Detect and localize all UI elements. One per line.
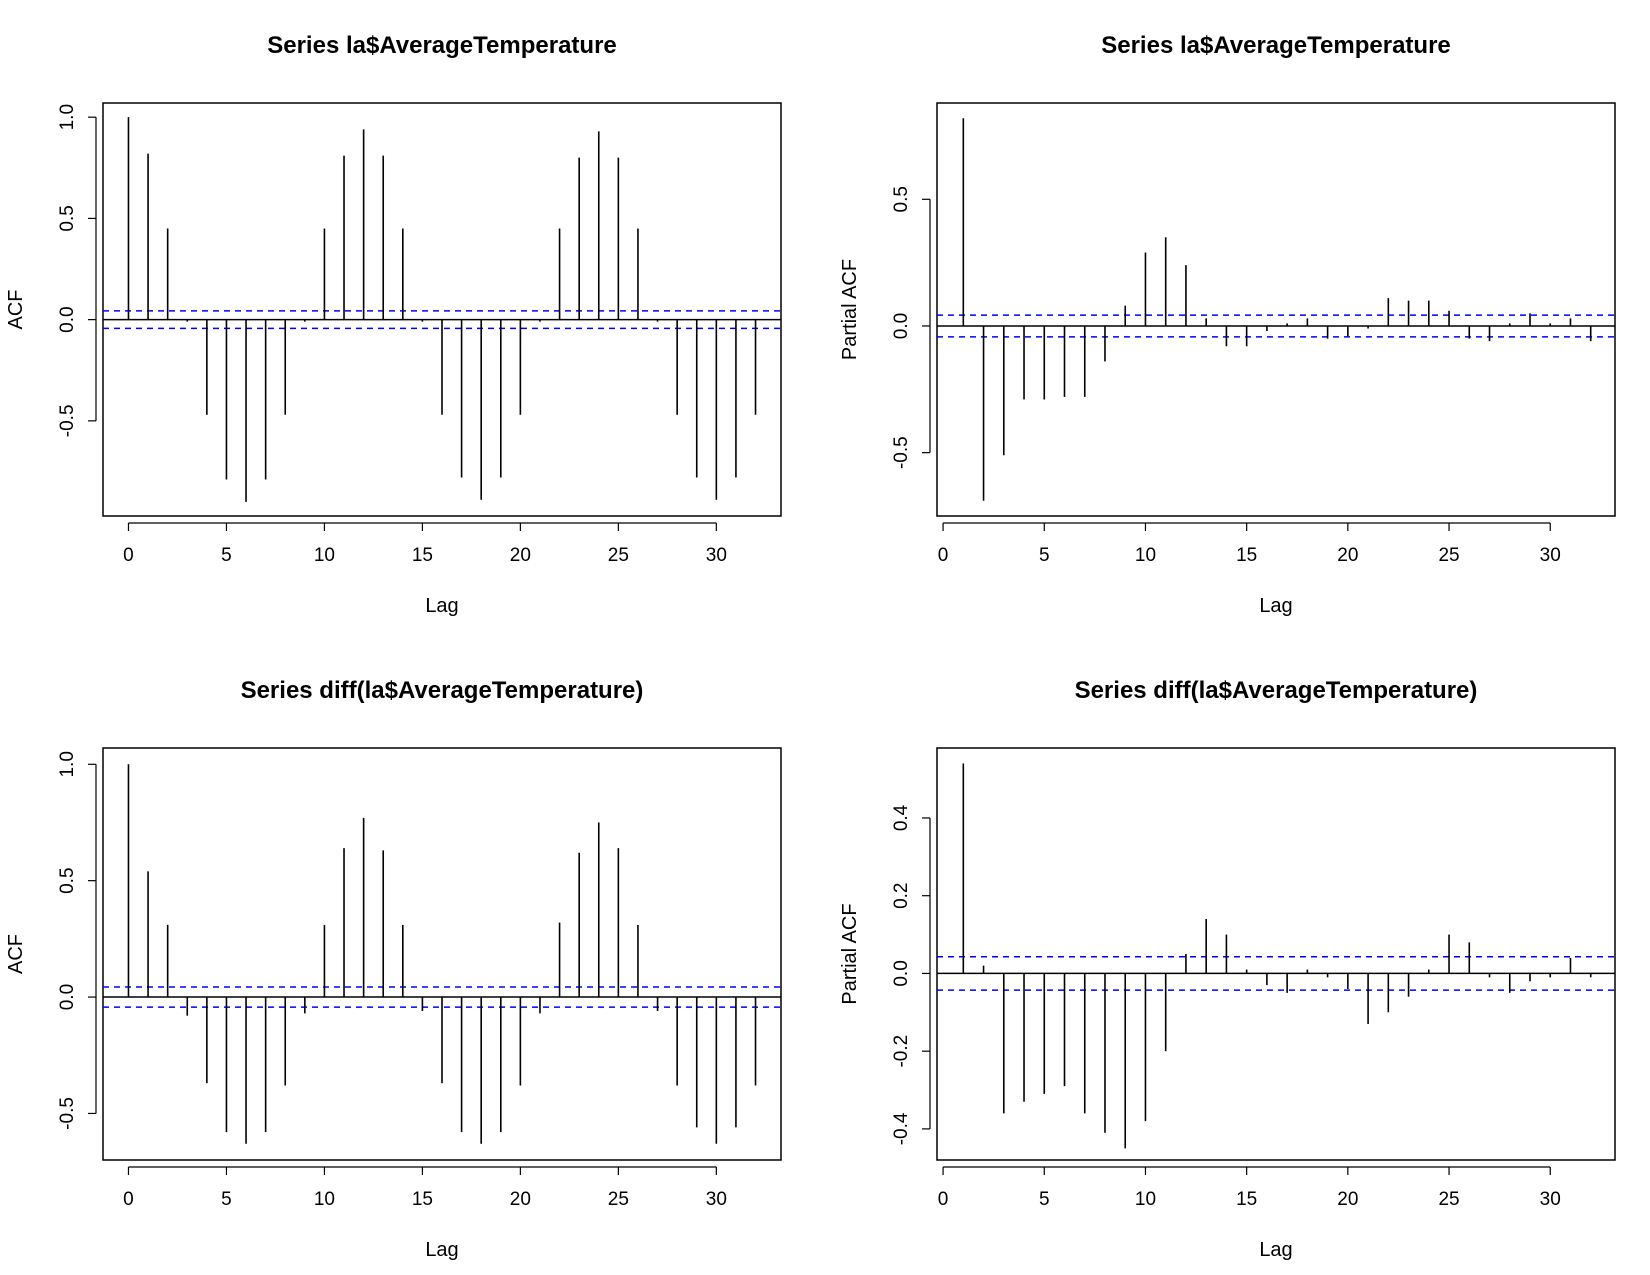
x-axis-label: Lag bbox=[1259, 595, 1292, 617]
x-tick-label: 10 bbox=[314, 545, 335, 566]
chart-title: Series diff(la$AverageTemperature) bbox=[241, 677, 644, 704]
y-tick-label: 0.0 bbox=[891, 313, 912, 339]
x-tick-label: 0 bbox=[123, 1189, 134, 1210]
y-tick-label: 0.2 bbox=[891, 882, 912, 908]
x-tick-label: 30 bbox=[1540, 1189, 1561, 1210]
x-tick-label: 30 bbox=[706, 1189, 727, 1210]
x-tick-label: 10 bbox=[314, 1189, 335, 1210]
plot-frame bbox=[936, 102, 1616, 517]
y-axis-label: Partial ACF bbox=[839, 259, 861, 360]
plot-frame bbox=[102, 102, 782, 517]
x-tick-label: 0 bbox=[938, 1189, 949, 1210]
y-tick-label: 0.0 bbox=[57, 306, 78, 332]
y-tick-label: -0.4 bbox=[891, 1112, 912, 1145]
y-axis-label: ACF bbox=[5, 290, 27, 330]
pacf-panel-original: Series la$AverageTemperature 0 5 10 15 20 25 30… bbox=[839, 32, 1616, 617]
x-tick-label: 30 bbox=[1540, 545, 1561, 566]
x-tick-label: 0 bbox=[123, 545, 134, 566]
x-axis-label: Lag bbox=[425, 1239, 458, 1261]
acf-panel-original: Series la$AverageTemperature 0 5 10 15 20 25 30… bbox=[5, 32, 782, 617]
x-tick-label: 20 bbox=[1337, 1189, 1358, 1210]
x-tick-label: 25 bbox=[1438, 545, 1459, 566]
x-tick-label: 25 bbox=[608, 545, 629, 566]
x-tick-label: 5 bbox=[221, 545, 232, 566]
y-tick-label: 0.5 bbox=[57, 867, 78, 893]
plot-frame bbox=[936, 747, 1616, 1161]
x-tick-label: 15 bbox=[1236, 545, 1257, 566]
y-tick-label: 1.0 bbox=[57, 751, 78, 777]
x-tick-label: 20 bbox=[1337, 545, 1358, 566]
acf-panel-diff: Series diff(la$AverageTemperature) 0 5 10 15… bbox=[5, 677, 782, 1261]
y-axis-label: Partial ACF bbox=[839, 903, 861, 1004]
y-tick-label: -0.5 bbox=[57, 1097, 78, 1130]
x-tick-label: 25 bbox=[1438, 1189, 1459, 1210]
x-tick-label: 20 bbox=[510, 1189, 531, 1210]
y-tick-label: 1.0 bbox=[57, 104, 78, 130]
x-tick-label: 5 bbox=[1039, 1189, 1050, 1210]
y-tick-label: -0.5 bbox=[57, 404, 78, 437]
x-tick-label: 0 bbox=[938, 545, 949, 566]
y-tick-label: 0.5 bbox=[57, 205, 78, 231]
x-tick-label: 5 bbox=[221, 1189, 232, 1210]
chart-title: Series la$AverageTemperature bbox=[267, 32, 617, 59]
y-tick-label: -0.2 bbox=[891, 1035, 912, 1068]
x-tick-label: 30 bbox=[706, 545, 727, 566]
plot-frame bbox=[102, 747, 782, 1161]
x-tick-label: 10 bbox=[1135, 1189, 1156, 1210]
x-tick-label: 15 bbox=[412, 1189, 433, 1210]
x-axis-label: Lag bbox=[1259, 1239, 1292, 1261]
pacf-panel-diff: Series diff(la$AverageTemperature) 0 5 10 15… bbox=[839, 677, 1616, 1261]
y-axis-label: ACF bbox=[5, 934, 27, 974]
x-tick-label: 25 bbox=[608, 1189, 629, 1210]
y-tick-label: 0.4 bbox=[891, 804, 912, 831]
y-tick-label: 0.5 bbox=[891, 186, 912, 212]
chart-title: Series diff(la$AverageTemperature) bbox=[1075, 677, 1478, 704]
y-tick-label: 0.0 bbox=[891, 960, 912, 986]
y-tick-label: 0.0 bbox=[57, 984, 78, 1010]
x-axis-label: Lag bbox=[425, 595, 458, 617]
x-tick-label: 10 bbox=[1135, 545, 1156, 566]
chart-title: Series la$AverageTemperature bbox=[1101, 32, 1451, 59]
x-tick-label: 15 bbox=[412, 545, 433, 566]
x-tick-label: 20 bbox=[510, 545, 531, 566]
y-tick-label: -0.5 bbox=[891, 436, 912, 469]
x-tick-label: 5 bbox=[1039, 545, 1050, 566]
x-tick-label: 15 bbox=[1236, 1189, 1257, 1210]
